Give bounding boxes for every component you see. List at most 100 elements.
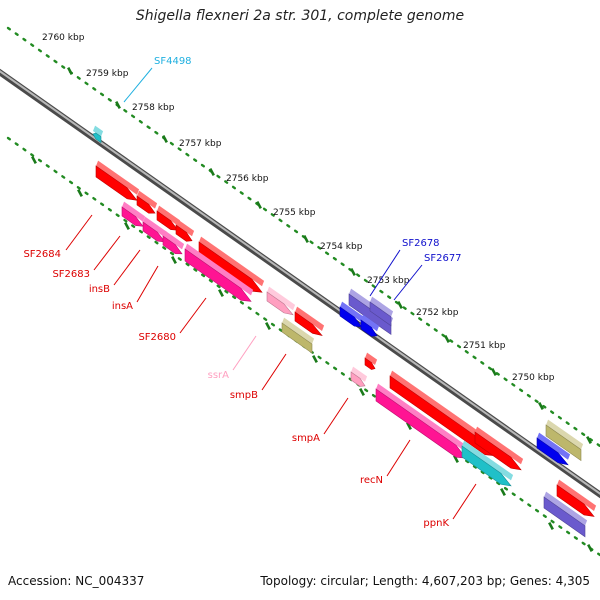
- leader-line: [123, 67, 153, 103]
- feature-top-face: [351, 366, 368, 382]
- feature-arrow[interactable]: [142, 216, 168, 243]
- feature-body: [266, 291, 294, 316]
- feature-body: [474, 431, 522, 471]
- gene-label-sf2677[interactable]: SF2677: [393, 253, 462, 301]
- feature-arrow[interactable]: [389, 370, 498, 457]
- feature-top-face: [176, 219, 195, 237]
- feature-top-face: [143, 216, 168, 238]
- feature-arrow[interactable]: [375, 383, 469, 459]
- scale-tick-label: 2758 kbp: [132, 103, 175, 113]
- feature-arrow[interactable]: [545, 419, 584, 462]
- ruler-lower: [6, 136, 600, 557]
- gene-label-sf2683[interactable]: SF2683: [52, 235, 121, 280]
- gene-label-recn[interactable]: recN: [360, 439, 411, 486]
- feature-top-face: [475, 426, 524, 465]
- scale-tick-labels: 2760 kbp 2759 kbp 2758 kbp 2757 kbp 2756 kbp…: [42, 33, 555, 383]
- gene-label-text: SF2683: [52, 269, 90, 280]
- feature-body: [281, 322, 313, 354]
- feature-arrow[interactable]: [543, 491, 588, 538]
- feature-body: [142, 221, 166, 243]
- gene-label-text: recN: [360, 475, 383, 486]
- scale-tick-label: 2753 kbp: [367, 276, 410, 286]
- leader-line: [323, 397, 349, 435]
- feature-arrow[interactable]: [162, 230, 185, 255]
- gene-label-smpa[interactable]: smpA: [292, 397, 349, 444]
- feature-top-face: [295, 306, 325, 331]
- leader-line: [113, 249, 141, 286]
- gene-label-text: SF2680: [138, 332, 176, 343]
- feature-body: [543, 496, 586, 538]
- feature-body: [364, 357, 376, 370]
- gene-label-smpb[interactable]: smpB: [230, 353, 287, 401]
- feature-arrow[interactable]: [461, 440, 514, 487]
- feature-top-face: [185, 243, 254, 296]
- feature-body: [545, 424, 582, 462]
- feature-top-face: [122, 201, 146, 222]
- feature-body: [184, 248, 252, 302]
- feature-body: [136, 195, 156, 214]
- feature-arrow[interactable]: [156, 205, 181, 231]
- leader-line: [393, 264, 423, 301]
- feature-arrow[interactable]: [281, 317, 315, 354]
- feature-arrow[interactable]: [350, 366, 368, 387]
- feature-body: [360, 319, 378, 337]
- feature-arrow[interactable]: [184, 243, 254, 302]
- gene-label-text: insA: [112, 301, 133, 312]
- feature-top-face: [199, 236, 265, 287]
- topology-text: Topology: circular; Length: 4,607,203 bp…: [260, 574, 590, 588]
- gene-label-text: smpA: [292, 433, 320, 444]
- gene-label-text: ssrA: [208, 370, 230, 381]
- ruler-major-ticks: [31, 66, 593, 553]
- feature-arrow[interactable]: [175, 219, 195, 242]
- feature-arrow[interactable]: [369, 296, 394, 327]
- feature-top-face: [93, 125, 104, 137]
- gene-label-ssra[interactable]: ssrA: [208, 335, 257, 381]
- feature-arrow[interactable]: [95, 160, 140, 201]
- feature-body: [375, 388, 467, 459]
- feature-arrow[interactable]: [92, 125, 104, 144]
- feature-arrow[interactable]: [121, 201, 146, 227]
- leader-line: [369, 249, 401, 297]
- feature-body: [95, 165, 138, 201]
- feature-body: [294, 311, 323, 336]
- feature-top-face: [390, 370, 498, 450]
- feature-body: [389, 375, 496, 457]
- gene-label-text: SF2677: [424, 253, 462, 264]
- gene-label-sf2678[interactable]: SF2678: [369, 238, 440, 297]
- feature-arrow[interactable]: [360, 314, 380, 337]
- gene-label-sf2680[interactable]: SF2680: [138, 297, 207, 343]
- feature-track: [92, 125, 597, 538]
- leader-line: [386, 439, 411, 477]
- gene-label-text: SF2678: [402, 238, 440, 249]
- feature-arrow[interactable]: [294, 306, 325, 336]
- feature-body: [461, 445, 512, 487]
- gene-label-sf2684[interactable]: SF2684: [23, 214, 93, 260]
- feature-body: [339, 306, 363, 328]
- feature-arrow[interactable]: [136, 190, 158, 214]
- gene-label-sf4498[interactable]: SF4498: [123, 56, 192, 103]
- leader-line: [179, 297, 207, 334]
- feature-arrow[interactable]: [364, 352, 378, 370]
- feature-arrow[interactable]: [556, 479, 597, 517]
- feature-body: [156, 210, 179, 231]
- leader-line: [136, 265, 159, 303]
- feature-arrow[interactable]: [339, 301, 365, 328]
- leader-line: [93, 235, 121, 271]
- feature-top-face: [546, 419, 584, 450]
- scale-tick-label: 2759 kbp: [86, 69, 129, 79]
- scale-tick-label: 2756 kbp: [226, 174, 269, 184]
- feature-top-face: [537, 432, 571, 460]
- feature-top-face: [462, 440, 514, 481]
- feature-arrow[interactable]: [474, 426, 524, 471]
- feature-arrow[interactable]: [536, 432, 571, 466]
- feature-arrow[interactable]: [266, 286, 296, 316]
- gene-label-text: SF2684: [23, 249, 61, 260]
- gene-label-insa[interactable]: insA: [112, 265, 159, 312]
- ruler-upper: [6, 26, 600, 447]
- gene-label-insb[interactable]: insB: [89, 249, 141, 295]
- gene-label-ppnk[interactable]: ppnK: [423, 483, 477, 529]
- feature-top-face: [267, 286, 296, 311]
- feature-top-face: [361, 314, 380, 332]
- accession-text: Accession: NC_004337: [8, 574, 145, 588]
- scale-tick-label: 2754 kbp: [320, 242, 363, 252]
